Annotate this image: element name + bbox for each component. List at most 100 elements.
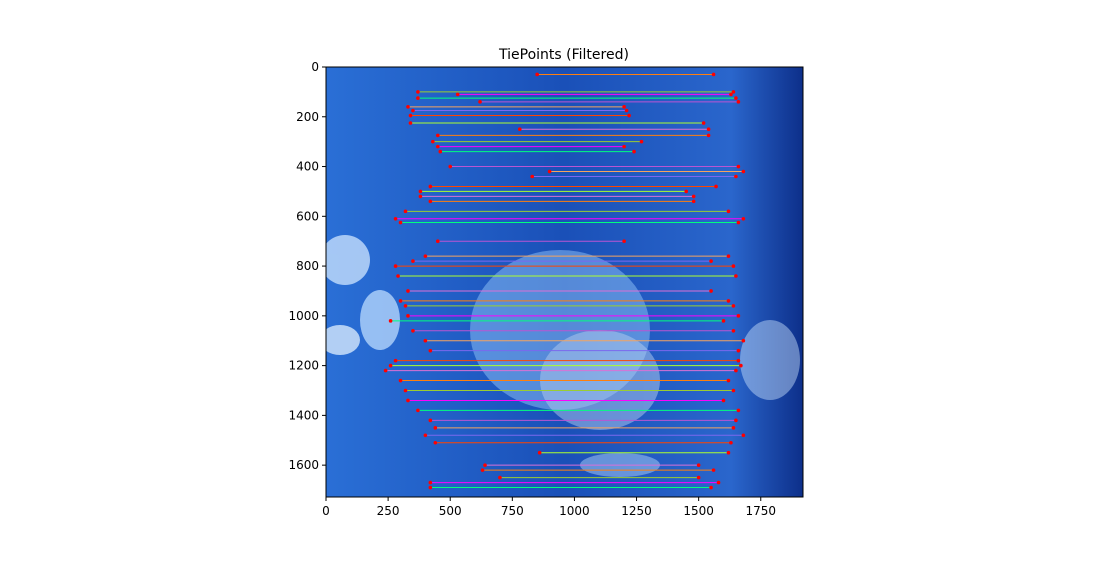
tiepoint-marker xyxy=(403,209,408,214)
tiepoint-marker xyxy=(428,418,433,423)
tiepoint-marker xyxy=(428,348,433,353)
tiepoint-marker xyxy=(483,463,487,467)
tiepoint-marker xyxy=(435,144,440,149)
tiepoint-marker xyxy=(711,468,716,472)
tiepoint-marker xyxy=(537,450,542,455)
x-tick-label: 250 xyxy=(377,504,400,518)
tiepoint-marker xyxy=(741,216,746,221)
tiepoint-marker xyxy=(398,378,403,383)
tiepoint-marker xyxy=(734,368,738,373)
tiepoint-marker xyxy=(739,363,743,368)
tiepoint-marker xyxy=(411,328,415,333)
tiepoint-marker xyxy=(396,274,400,278)
tiepoint-marker xyxy=(408,121,413,125)
tiepoint-marker xyxy=(714,184,718,189)
tiepoint-marker xyxy=(448,164,453,169)
tiepoint-marker xyxy=(731,90,736,94)
x-tick-label: 1000 xyxy=(559,504,590,518)
tiepoint-marker xyxy=(622,239,626,243)
tiepoint-marker xyxy=(406,289,410,293)
tiepoint-marker xyxy=(393,264,398,268)
tiepoint-marker xyxy=(403,388,408,393)
tiepoint-marker xyxy=(696,475,701,480)
tiepoint-marker xyxy=(709,485,713,490)
tiepoint-marker xyxy=(431,139,435,144)
tiepoint-marker xyxy=(731,264,736,268)
tiepoint-marker xyxy=(622,144,626,149)
x-tick-label: 500 xyxy=(439,504,462,518)
x-tick-label: 0 xyxy=(322,504,330,518)
x-tick-label: 750 xyxy=(501,504,524,518)
tiepoint-marker xyxy=(406,398,410,403)
x-tick-label: 1250 xyxy=(621,504,652,518)
tiepoint-marker xyxy=(734,274,738,278)
y-tick-label: 200 xyxy=(296,110,319,124)
tiepoint-marker xyxy=(726,254,731,258)
tiepoint-marker xyxy=(701,121,706,125)
y-tick-label: 1000 xyxy=(288,309,319,323)
tiepoint-marker xyxy=(731,388,736,393)
tiepoint-marker xyxy=(433,440,438,445)
tiepoint-marker xyxy=(736,358,741,363)
tiepoint-marker xyxy=(736,348,741,353)
tiepoint-marker xyxy=(721,319,726,323)
tiepoint-marker xyxy=(435,133,440,138)
tiepoint-marker xyxy=(716,480,721,485)
tiepoint-marker xyxy=(726,450,731,455)
tiepoint-marker xyxy=(721,398,726,403)
y-tick-label: 600 xyxy=(296,209,319,223)
tiepoint-marker xyxy=(418,189,423,194)
x-tick-label: 1750 xyxy=(745,504,776,518)
background-image xyxy=(326,67,803,497)
axes-frame xyxy=(325,66,804,498)
tiepoint-marker xyxy=(428,184,433,189)
tiepoint-marker xyxy=(398,299,403,303)
tiepoint-marker xyxy=(403,304,408,308)
tiepoint-marker xyxy=(639,139,644,144)
tiepoint-marker xyxy=(423,254,428,258)
y-tick-label: 400 xyxy=(296,160,319,174)
tiepoint-marker xyxy=(736,164,741,169)
tiepoint-marker xyxy=(423,433,428,438)
tiepoint-marker xyxy=(530,174,535,179)
y-tick-label: 800 xyxy=(296,259,319,273)
y-tick-label: 1400 xyxy=(288,408,319,422)
tiepoint-marker xyxy=(416,90,420,94)
tiepoint-marker xyxy=(393,358,398,363)
tiepoint-marker xyxy=(478,100,482,104)
tiepoint-marker xyxy=(734,418,738,423)
tiepoint-marker xyxy=(706,133,711,138)
tiepoint-marker xyxy=(393,216,398,221)
tiepoint-marker xyxy=(691,194,696,199)
tiepoint-marker xyxy=(398,220,403,225)
tiepoint-marker xyxy=(535,72,539,77)
tiepoint-marker xyxy=(627,113,631,118)
tiepoint-marker xyxy=(734,96,738,100)
tiepoint-marker xyxy=(731,328,736,333)
tiepoint-marker xyxy=(435,239,440,243)
tiepoint-marker xyxy=(736,408,741,413)
tiepoint-marker xyxy=(709,259,713,263)
tiepoint-marker xyxy=(741,338,746,343)
tiepoint-marker xyxy=(406,314,410,318)
tiepoint-marker xyxy=(498,475,502,480)
tiepoint-marker xyxy=(709,289,713,293)
tiepoint-marker xyxy=(418,194,423,199)
y-tick-label: 1200 xyxy=(288,359,319,373)
tiepoint-marker xyxy=(726,209,731,214)
tiepoint-marker xyxy=(416,408,420,413)
tiepoint-marker xyxy=(438,149,443,154)
tiepoint-marker xyxy=(428,480,433,485)
tiepoint-marker xyxy=(726,299,731,303)
tiepoint-marker xyxy=(632,149,636,154)
tiepoint-marker xyxy=(622,105,626,109)
tiepoint-marker xyxy=(729,92,733,97)
bright-patches xyxy=(326,235,800,477)
tiepoint-marker xyxy=(711,72,716,77)
tiepoint-marker xyxy=(736,314,741,318)
y-tick-label: 0 xyxy=(311,60,319,74)
tiepoint-marker xyxy=(726,378,731,383)
tiepoint-marker xyxy=(428,199,433,204)
tiepoint-marker xyxy=(388,363,393,368)
